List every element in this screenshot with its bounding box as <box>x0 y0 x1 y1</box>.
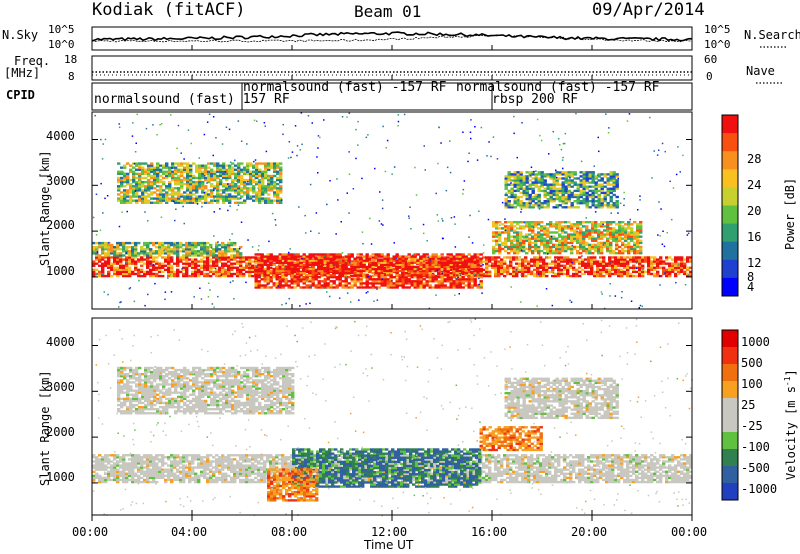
velocity-band-1 <box>292 448 482 488</box>
power-colorbar-swatch-2 <box>722 151 738 170</box>
power-sparse-scatter <box>92 112 690 310</box>
vel-cb-neg1000: -1000 <box>741 482 778 496</box>
power-colorbar-swatch-4 <box>722 187 738 206</box>
velocity-sparse-scatter <box>92 318 693 517</box>
power-ytick-1000: 1000 <box>46 264 75 278</box>
velocity-colorbar-swatch-2 <box>722 364 738 382</box>
nave-tick-bottom: 0 <box>706 70 713 83</box>
xaxis-label: Time UT <box>364 538 414 552</box>
power-ylabel: Slant Range [km] <box>38 150 52 266</box>
velocity-colorbar-swatch-3 <box>722 381 738 399</box>
power-cells <box>92 112 693 310</box>
velocity-band-4 <box>117 366 295 415</box>
power-cb-4: 4 <box>747 280 755 294</box>
power-band-2 <box>254 253 483 289</box>
power-colorbar-label: Power [dB] <box>783 177 797 250</box>
power-ytick-2000: 2000 <box>46 218 75 232</box>
power-band-1 <box>92 241 243 257</box>
vel-cb-25: 25 <box>741 398 756 412</box>
velocity-colorbar-swatch-5 <box>722 415 738 433</box>
nave-tick-top: 60 <box>704 53 718 66</box>
nsky-label: N.Sky <box>2 28 39 42</box>
power-colorbar-swatch-6 <box>722 223 738 243</box>
date-title: 09/Apr/2014 <box>592 0 705 20</box>
velocity-band-3 <box>479 426 543 452</box>
velocity-band-2 <box>267 468 319 502</box>
power-cb-16: 16 <box>747 230 762 244</box>
cpid-segment-2: normalsound (fast) -157 RF <box>243 80 447 95</box>
cpid-segment-4: rbsp 200 RF <box>492 92 579 107</box>
freq-tick-top: 18 <box>64 53 78 66</box>
freq-unit-label: [MHz] <box>4 66 41 80</box>
power-colorbar-swatch-1 <box>722 133 738 152</box>
vel-cb-100: 100 <box>741 377 763 391</box>
velocity-colorbar-swatch-1 <box>722 347 738 365</box>
vel-cb-neg500: -500 <box>741 461 770 475</box>
power-colorbar-swatch-7 <box>722 241 738 261</box>
xtick-4: 16:00 <box>471 525 508 539</box>
nave-label: Nave <box>746 64 775 78</box>
power-band-5 <box>504 171 619 209</box>
power-colorbar-swatch-5 <box>722 205 738 224</box>
velocity-ytick-3000: 3000 <box>46 380 75 394</box>
xtick-2: 08:00 <box>271 525 308 539</box>
vel-cb-neg25: -25 <box>741 419 763 433</box>
nsearch-label: N.Search <box>744 28 800 42</box>
velocity-ytick-4000: 4000 <box>46 335 75 349</box>
cpid-segment-3: normalsound (fast) -157 RF <box>456 80 660 95</box>
power-band-4 <box>492 221 643 255</box>
power-colorbar-frame <box>721 114 739 297</box>
velocity-colorbar-label-text: Velocity [m s <box>784 386 798 480</box>
velocity-ytick-2000: 2000 <box>46 425 75 439</box>
power-colorbar-swatch-0 <box>722 115 738 134</box>
power-cb-8: 8 <box>747 270 755 284</box>
velocity-colorbar-swatch-0 <box>722 330 738 348</box>
power-band-3 <box>117 162 283 204</box>
velocity-cells <box>92 318 693 517</box>
nsky-trace <box>91 31 693 42</box>
freq-tick-bottom: 8 <box>68 70 75 83</box>
power-ytick-4000: 4000 <box>46 129 75 143</box>
station-title: Kodiak (fitACF) <box>92 0 246 20</box>
velocity-colorbar-label: Velocity [m s-1] <box>783 369 798 480</box>
velocity-colorbar-swatch-6 <box>722 432 738 450</box>
nsearch-tick-top: 10^5 <box>704 23 731 36</box>
vel-cb-500: 500 <box>741 356 763 370</box>
velocity-colorbar-label-end: ] <box>784 369 798 377</box>
nsky-tick-bottom: 10^0 <box>48 38 75 51</box>
nsearch-tick-bottom: 10^0 <box>704 38 731 51</box>
vel-cb-neg100: -100 <box>741 440 770 454</box>
power-cb-12: 12 <box>747 256 762 270</box>
velocity-ytick-1000: 1000 <box>46 470 75 484</box>
power-colorbar-swatch-3 <box>722 169 738 188</box>
vel-cb-1000: 1000 <box>741 335 770 349</box>
nsearch-trace <box>91 34 693 43</box>
xtick-1: 04:00 <box>171 525 208 539</box>
power-ytick-3000: 3000 <box>46 174 75 188</box>
power-cb-28: 28 <box>747 152 762 166</box>
nsky-tick-top: 10^5 <box>48 23 75 36</box>
velocity-colorbar-swatch-9 <box>722 483 738 501</box>
xtick-5: 20:00 <box>571 525 608 539</box>
xtick-6: 00:00 <box>671 525 708 539</box>
velocity-colorbar-label-sup: -1 <box>783 376 792 387</box>
velocity-colorbar-swatch-7 <box>722 449 738 467</box>
xtick-0: 00:00 <box>72 525 109 539</box>
beam-title: Beam 01 <box>354 2 422 21</box>
power-colorbar-swatch-8 <box>722 259 738 279</box>
velocity-colorbar-frame <box>721 329 739 501</box>
velocity-band-5 <box>504 377 619 420</box>
cpid-segment-1: normalsound (fast) 157 RF <box>94 92 290 107</box>
power-cb-24: 24 <box>747 178 762 192</box>
cpid-label: CPID <box>6 88 35 102</box>
velocity-colorbar-swatch-8 <box>722 466 738 484</box>
freq-label: Freq. <box>14 54 51 68</box>
power-cb-20: 20 <box>747 204 762 218</box>
xtick-3: 12:00 <box>371 525 408 539</box>
power-colorbar-swatch-9 <box>722 277 738 297</box>
velocity-colorbar-swatch-4 <box>722 398 738 416</box>
